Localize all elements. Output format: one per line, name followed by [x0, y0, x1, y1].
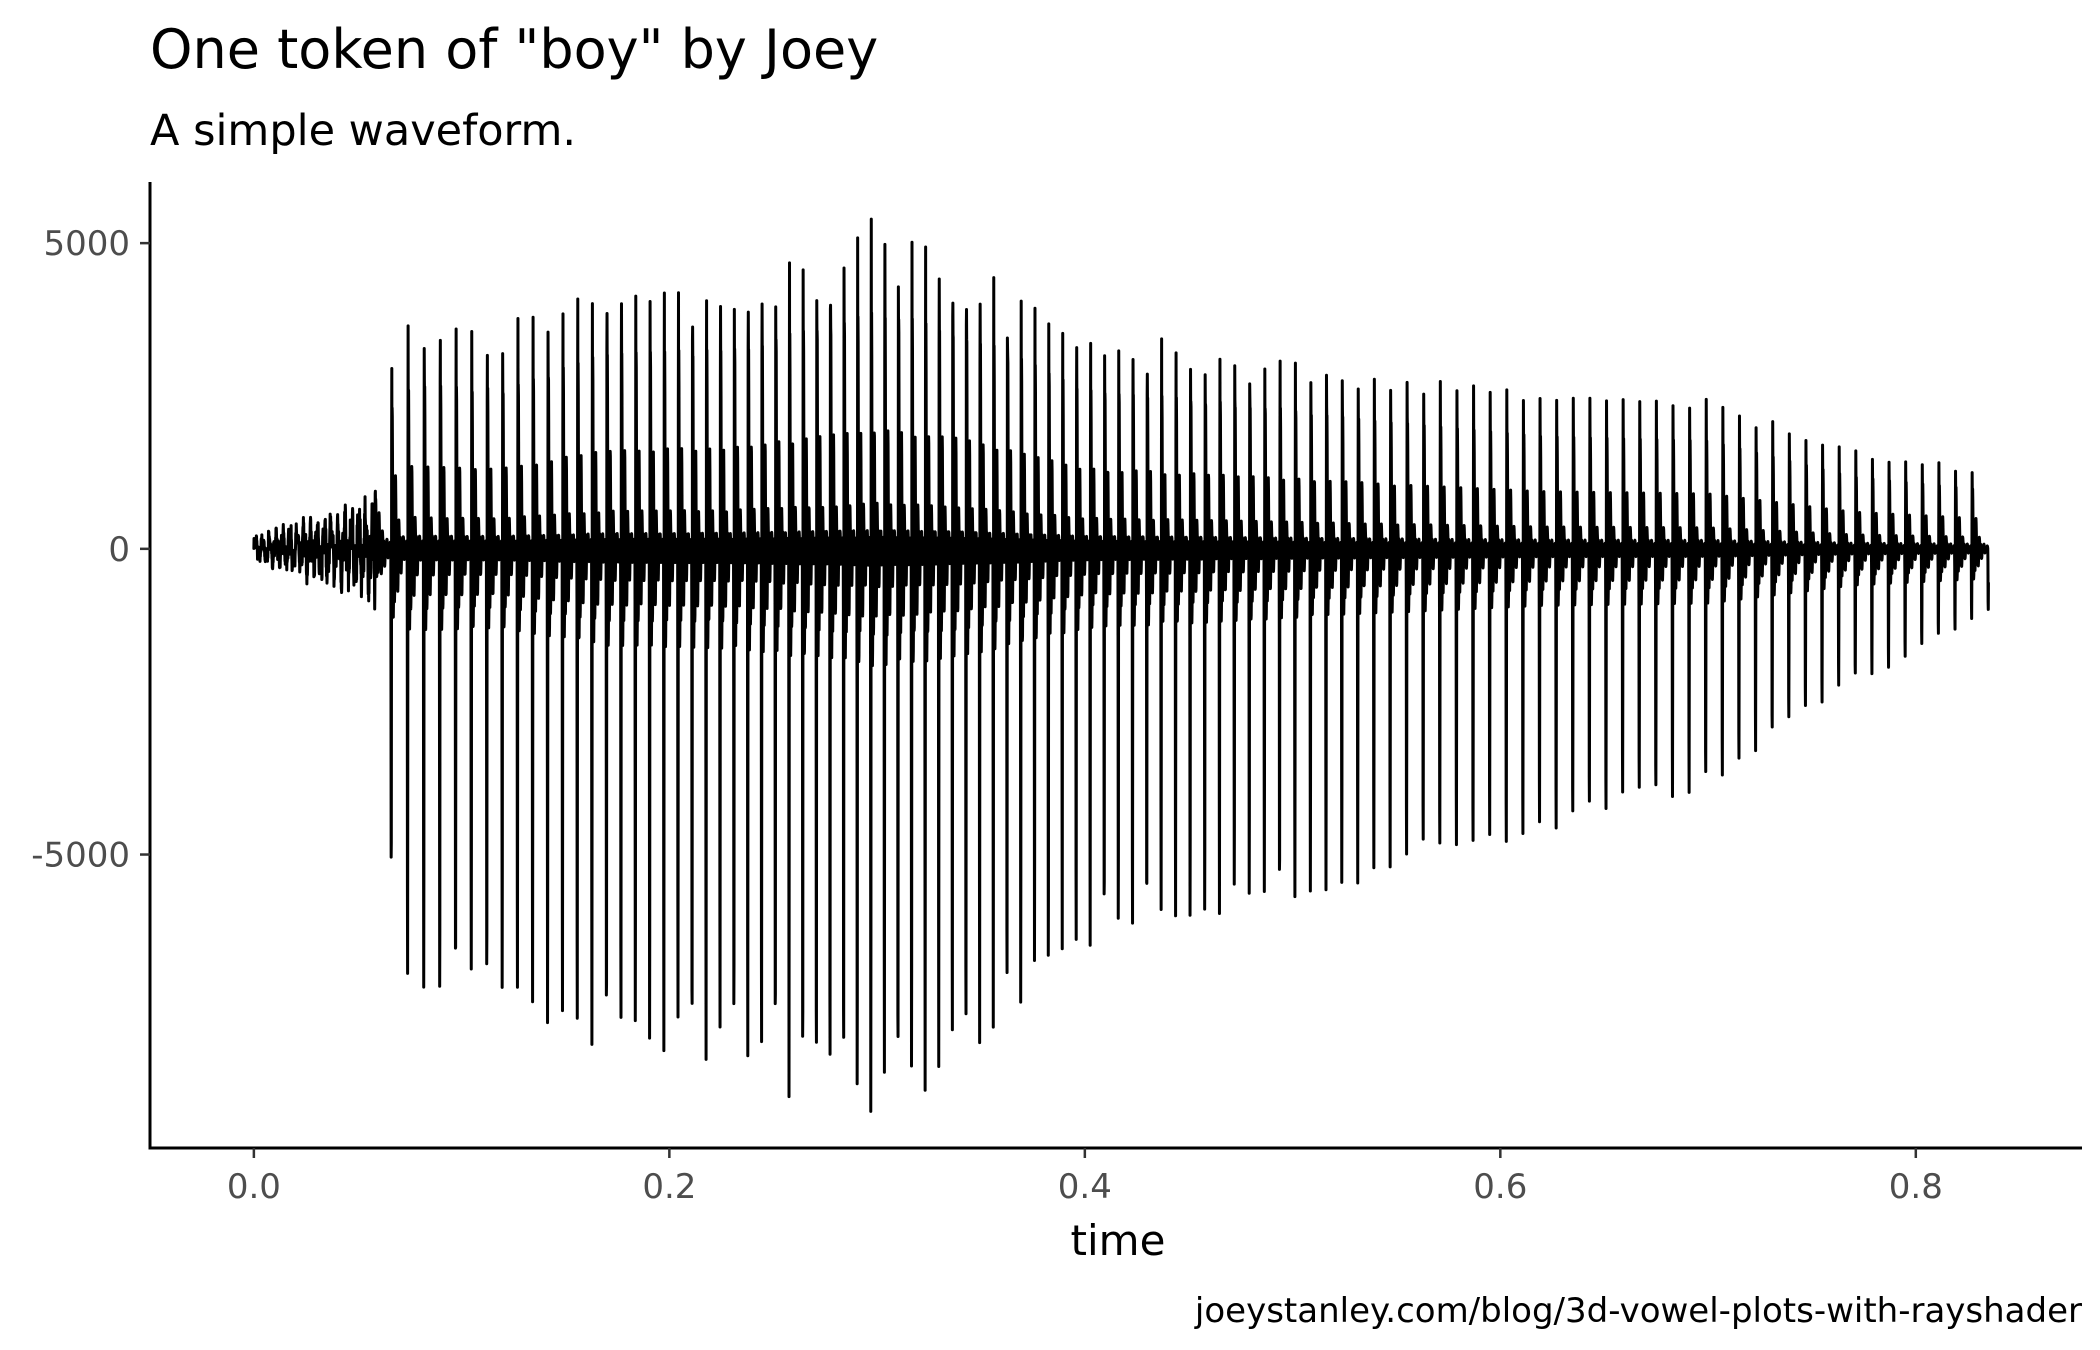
y-tick-label: -5000	[31, 836, 130, 876]
axes-layer: 0.0 0.2 0.4 0.6 0.8 5000 0 -5000	[31, 182, 2082, 1207]
x-tick-label: 0.8	[1889, 1167, 1943, 1207]
x-tick-label: 0.2	[642, 1167, 696, 1207]
y-tick-label: 5000	[43, 224, 130, 264]
chart-subtitle: A simple waveform.	[150, 106, 576, 156]
x-tick-label: 0.6	[1473, 1167, 1527, 1207]
x-tick-label: 0.0	[227, 1167, 281, 1207]
y-tick-label: 0	[108, 530, 130, 570]
chart-title: One token of "boy" by Joey	[150, 18, 878, 81]
x-axis-title: time	[1071, 1216, 1166, 1265]
x-tick-label: 0.4	[1058, 1167, 1112, 1207]
data-layer	[252, 217, 1990, 1113]
chart-caption: joeystanley.com/blog/3d-vowel-plots-with…	[1194, 1291, 2082, 1331]
waveform-line	[252, 217, 1990, 1113]
